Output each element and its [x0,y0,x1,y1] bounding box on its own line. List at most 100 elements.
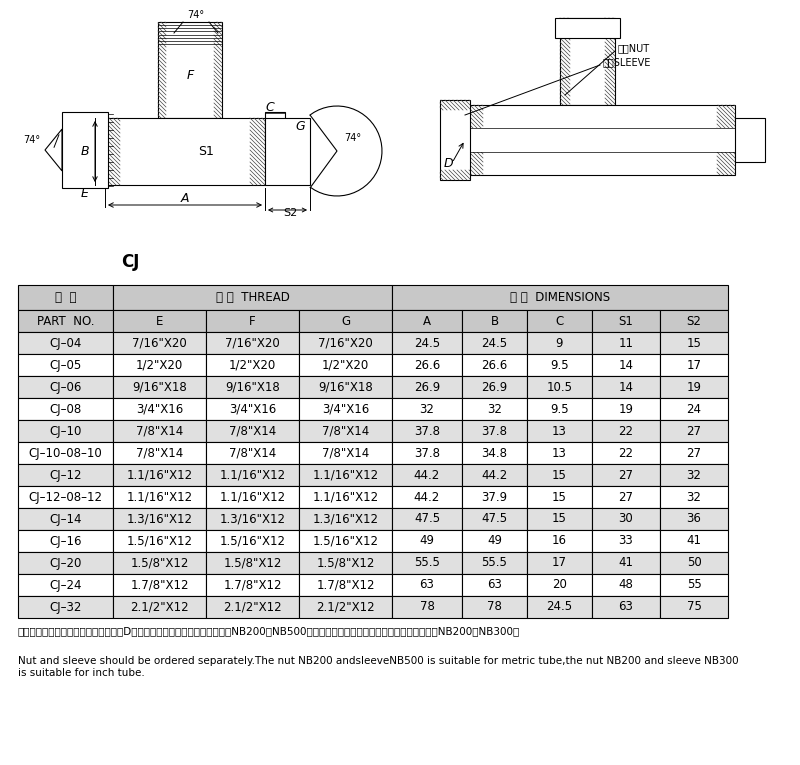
Bar [592,354,660,376]
Text: D: D [443,157,453,170]
Bar [527,332,592,354]
Text: 49: 49 [487,535,502,548]
Text: 1.3/16"X12: 1.3/16"X12 [219,513,286,526]
Bar [527,464,592,486]
Bar [462,552,527,574]
Bar [113,464,206,486]
Text: 螺母NUT: 螺母NUT [618,43,650,53]
Text: 9/16"X18: 9/16"X18 [318,380,373,393]
Bar [206,376,299,398]
Bar [592,464,660,486]
Bar [299,354,392,376]
Text: 44.2: 44.2 [414,490,440,503]
Bar [527,354,592,376]
Text: 15: 15 [552,468,567,481]
Bar [299,530,392,552]
Bar [592,442,660,464]
Bar [18,420,113,442]
Text: 1/2"X20: 1/2"X20 [136,359,183,372]
Text: 1.5/16"X12: 1.5/16"X12 [219,535,286,548]
Bar [392,420,462,442]
Text: 34.8: 34.8 [482,447,507,460]
Text: 14: 14 [618,359,634,372]
Bar [299,464,392,486]
Text: CJ–05: CJ–05 [50,359,82,372]
Bar [462,354,527,376]
Text: 1.1/16"X12: 1.1/16"X12 [313,468,378,481]
Bar [555,18,620,38]
Text: 9/16"X18: 9/16"X18 [225,380,280,393]
Text: PART  NO.: PART NO. [37,314,94,327]
Bar [527,310,592,332]
Bar [392,530,462,552]
Text: 26.6: 26.6 [482,359,508,372]
Text: 37.8: 37.8 [414,425,440,438]
Bar [735,118,765,162]
Bar [660,420,728,442]
Text: 19: 19 [686,380,702,393]
Text: CJ–32: CJ–32 [50,601,82,614]
Text: 32: 32 [686,490,702,503]
Bar [392,486,462,508]
Text: 27: 27 [618,490,634,503]
Bar [392,398,462,420]
Text: B: B [81,145,90,158]
Bar [113,398,206,420]
Bar [113,508,206,530]
Polygon shape [45,129,62,171]
Bar [592,420,660,442]
Bar [392,376,462,398]
Text: 16: 16 [552,535,567,548]
Text: 7/8"X14: 7/8"X14 [136,447,183,460]
Text: CJ–20: CJ–20 [50,556,82,569]
Bar [113,552,206,574]
Bar [592,552,660,574]
Bar [18,332,113,354]
Text: 14: 14 [618,380,634,393]
Text: 1.1/16"X12: 1.1/16"X12 [219,490,286,503]
Bar [206,332,299,354]
Text: S2: S2 [686,314,702,327]
Bar [527,574,592,596]
Text: 30: 30 [618,513,634,526]
Bar [462,464,527,486]
Text: 48: 48 [618,578,634,591]
Bar [113,354,206,376]
Text: 2.1/2"X12: 2.1/2"X12 [316,601,375,614]
Bar [113,442,206,464]
Text: 78: 78 [487,601,502,614]
Text: 13: 13 [552,425,567,438]
Text: 1.1/16"X12: 1.1/16"X12 [219,468,286,481]
Bar [527,552,592,574]
Text: CJ–16: CJ–16 [50,535,82,548]
Bar [462,310,527,332]
Text: 1.5/8"X12: 1.5/8"X12 [130,556,189,569]
Text: Nut and sleeve should be ordered separately.The nut NB200 andsleeveNB500 is suit: Nut and sleeve should be ordered separat… [18,656,738,678]
Text: 7/16"X20: 7/16"X20 [318,337,373,350]
Bar [18,596,113,618]
Bar [592,332,660,354]
Bar [206,398,299,420]
Text: 13: 13 [552,447,567,460]
Text: 74°: 74° [23,135,41,145]
Text: 63: 63 [487,578,502,591]
Text: 26.9: 26.9 [482,380,508,393]
Bar [592,508,660,530]
Text: 代  号: 代 号 [54,291,76,304]
Bar [660,464,728,486]
Text: 1.1/16"X12: 1.1/16"X12 [126,490,193,503]
Text: E: E [81,187,89,200]
Text: 22: 22 [618,425,634,438]
Bar [527,486,592,508]
Text: A: A [181,191,190,204]
Bar [392,508,462,530]
Bar [660,574,728,596]
Text: S1: S1 [198,145,214,158]
Bar [592,596,660,618]
Text: 2.1/2"X12: 2.1/2"X12 [130,601,189,614]
Bar [18,464,113,486]
Bar [113,310,206,332]
Text: 9.5: 9.5 [550,402,569,415]
Text: 1.5/8"X12: 1.5/8"X12 [223,556,282,569]
Text: CJ–10–08–10: CJ–10–08–10 [29,447,102,460]
